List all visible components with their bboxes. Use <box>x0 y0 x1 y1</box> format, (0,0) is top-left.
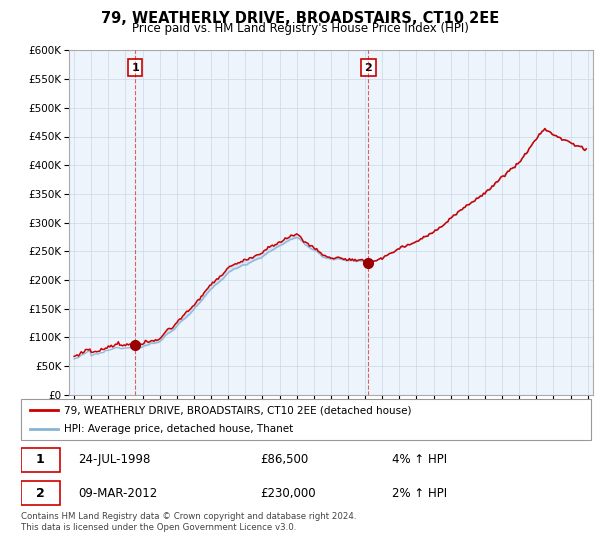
Text: Price paid vs. HM Land Registry's House Price Index (HPI): Price paid vs. HM Land Registry's House … <box>131 22 469 35</box>
Text: 2% ↑ HPI: 2% ↑ HPI <box>392 487 446 500</box>
Text: 09-MAR-2012: 09-MAR-2012 <box>78 487 157 500</box>
Text: 79, WEATHERLY DRIVE, BROADSTAIRS, CT10 2EE: 79, WEATHERLY DRIVE, BROADSTAIRS, CT10 2… <box>101 11 499 26</box>
Text: 79, WEATHERLY DRIVE, BROADSTAIRS, CT10 2EE (detached house): 79, WEATHERLY DRIVE, BROADSTAIRS, CT10 2… <box>64 405 411 415</box>
Text: 2: 2 <box>365 63 372 73</box>
Text: £230,000: £230,000 <box>260 487 316 500</box>
Text: £86,500: £86,500 <box>260 453 308 466</box>
Text: 1: 1 <box>131 63 139 73</box>
Text: 24-JUL-1998: 24-JUL-1998 <box>78 453 151 466</box>
Text: HPI: Average price, detached house, Thanet: HPI: Average price, detached house, Than… <box>64 424 293 433</box>
Text: Contains HM Land Registry data © Crown copyright and database right 2024.
This d: Contains HM Land Registry data © Crown c… <box>21 512 356 532</box>
Bar <box>21 447 60 472</box>
Text: 1: 1 <box>36 453 45 466</box>
Text: 4% ↑ HPI: 4% ↑ HPI <box>392 453 446 466</box>
Text: 2: 2 <box>36 487 45 500</box>
Bar <box>21 481 60 506</box>
